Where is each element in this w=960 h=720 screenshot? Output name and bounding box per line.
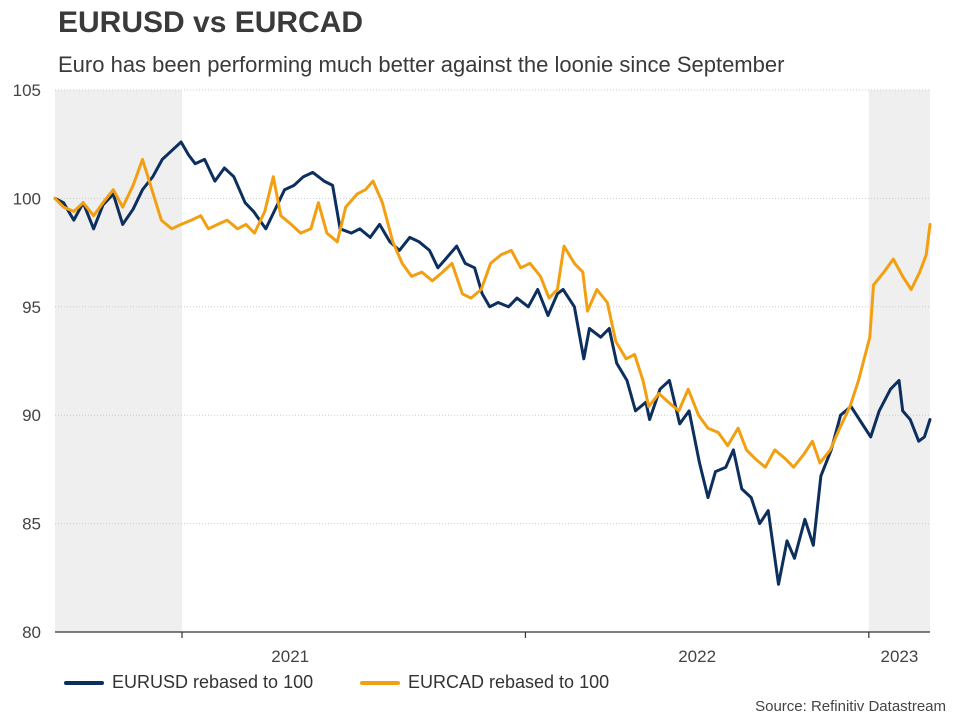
legend-swatch-eurcad bbox=[360, 680, 400, 685]
y-tick-label-105: 105 bbox=[13, 81, 41, 100]
series-line-eurcad bbox=[53, 157, 932, 469]
legend-item-eurusd: EURUSD rebased to 100 bbox=[64, 672, 313, 693]
shaded-region-1 bbox=[868, 90, 930, 632]
legend-label-eurusd: EURUSD rebased to 100 bbox=[112, 672, 314, 692]
y-tick-label-80: 80 bbox=[22, 623, 41, 642]
y-tick-label-90: 90 bbox=[22, 406, 41, 425]
x-tick-label-2022: 2022 bbox=[678, 647, 716, 666]
legend-swatch-eurusd bbox=[64, 680, 104, 685]
source-note: Source: Refinitiv Datastream bbox=[755, 698, 946, 715]
y-tick-label-100: 100 bbox=[13, 189, 41, 208]
y-tick-label-95: 95 bbox=[22, 298, 41, 317]
chart-subtitle: Euro has been performing much better aga… bbox=[58, 52, 785, 77]
y-tick-label-85: 85 bbox=[22, 515, 41, 534]
chart-title: EURUSD vs EURCAD bbox=[58, 6, 364, 39]
x-tick-label-2023: 2023 bbox=[881, 647, 919, 666]
legend-label-eurcad: EURCAD rebased to 100 bbox=[408, 672, 610, 692]
series-line-eurusd bbox=[53, 140, 932, 586]
legend-item-eurcad: EURCAD rebased to 100 bbox=[360, 672, 609, 693]
shaded-region-0 bbox=[55, 90, 183, 632]
x-tick-label-2021: 2021 bbox=[271, 647, 309, 666]
